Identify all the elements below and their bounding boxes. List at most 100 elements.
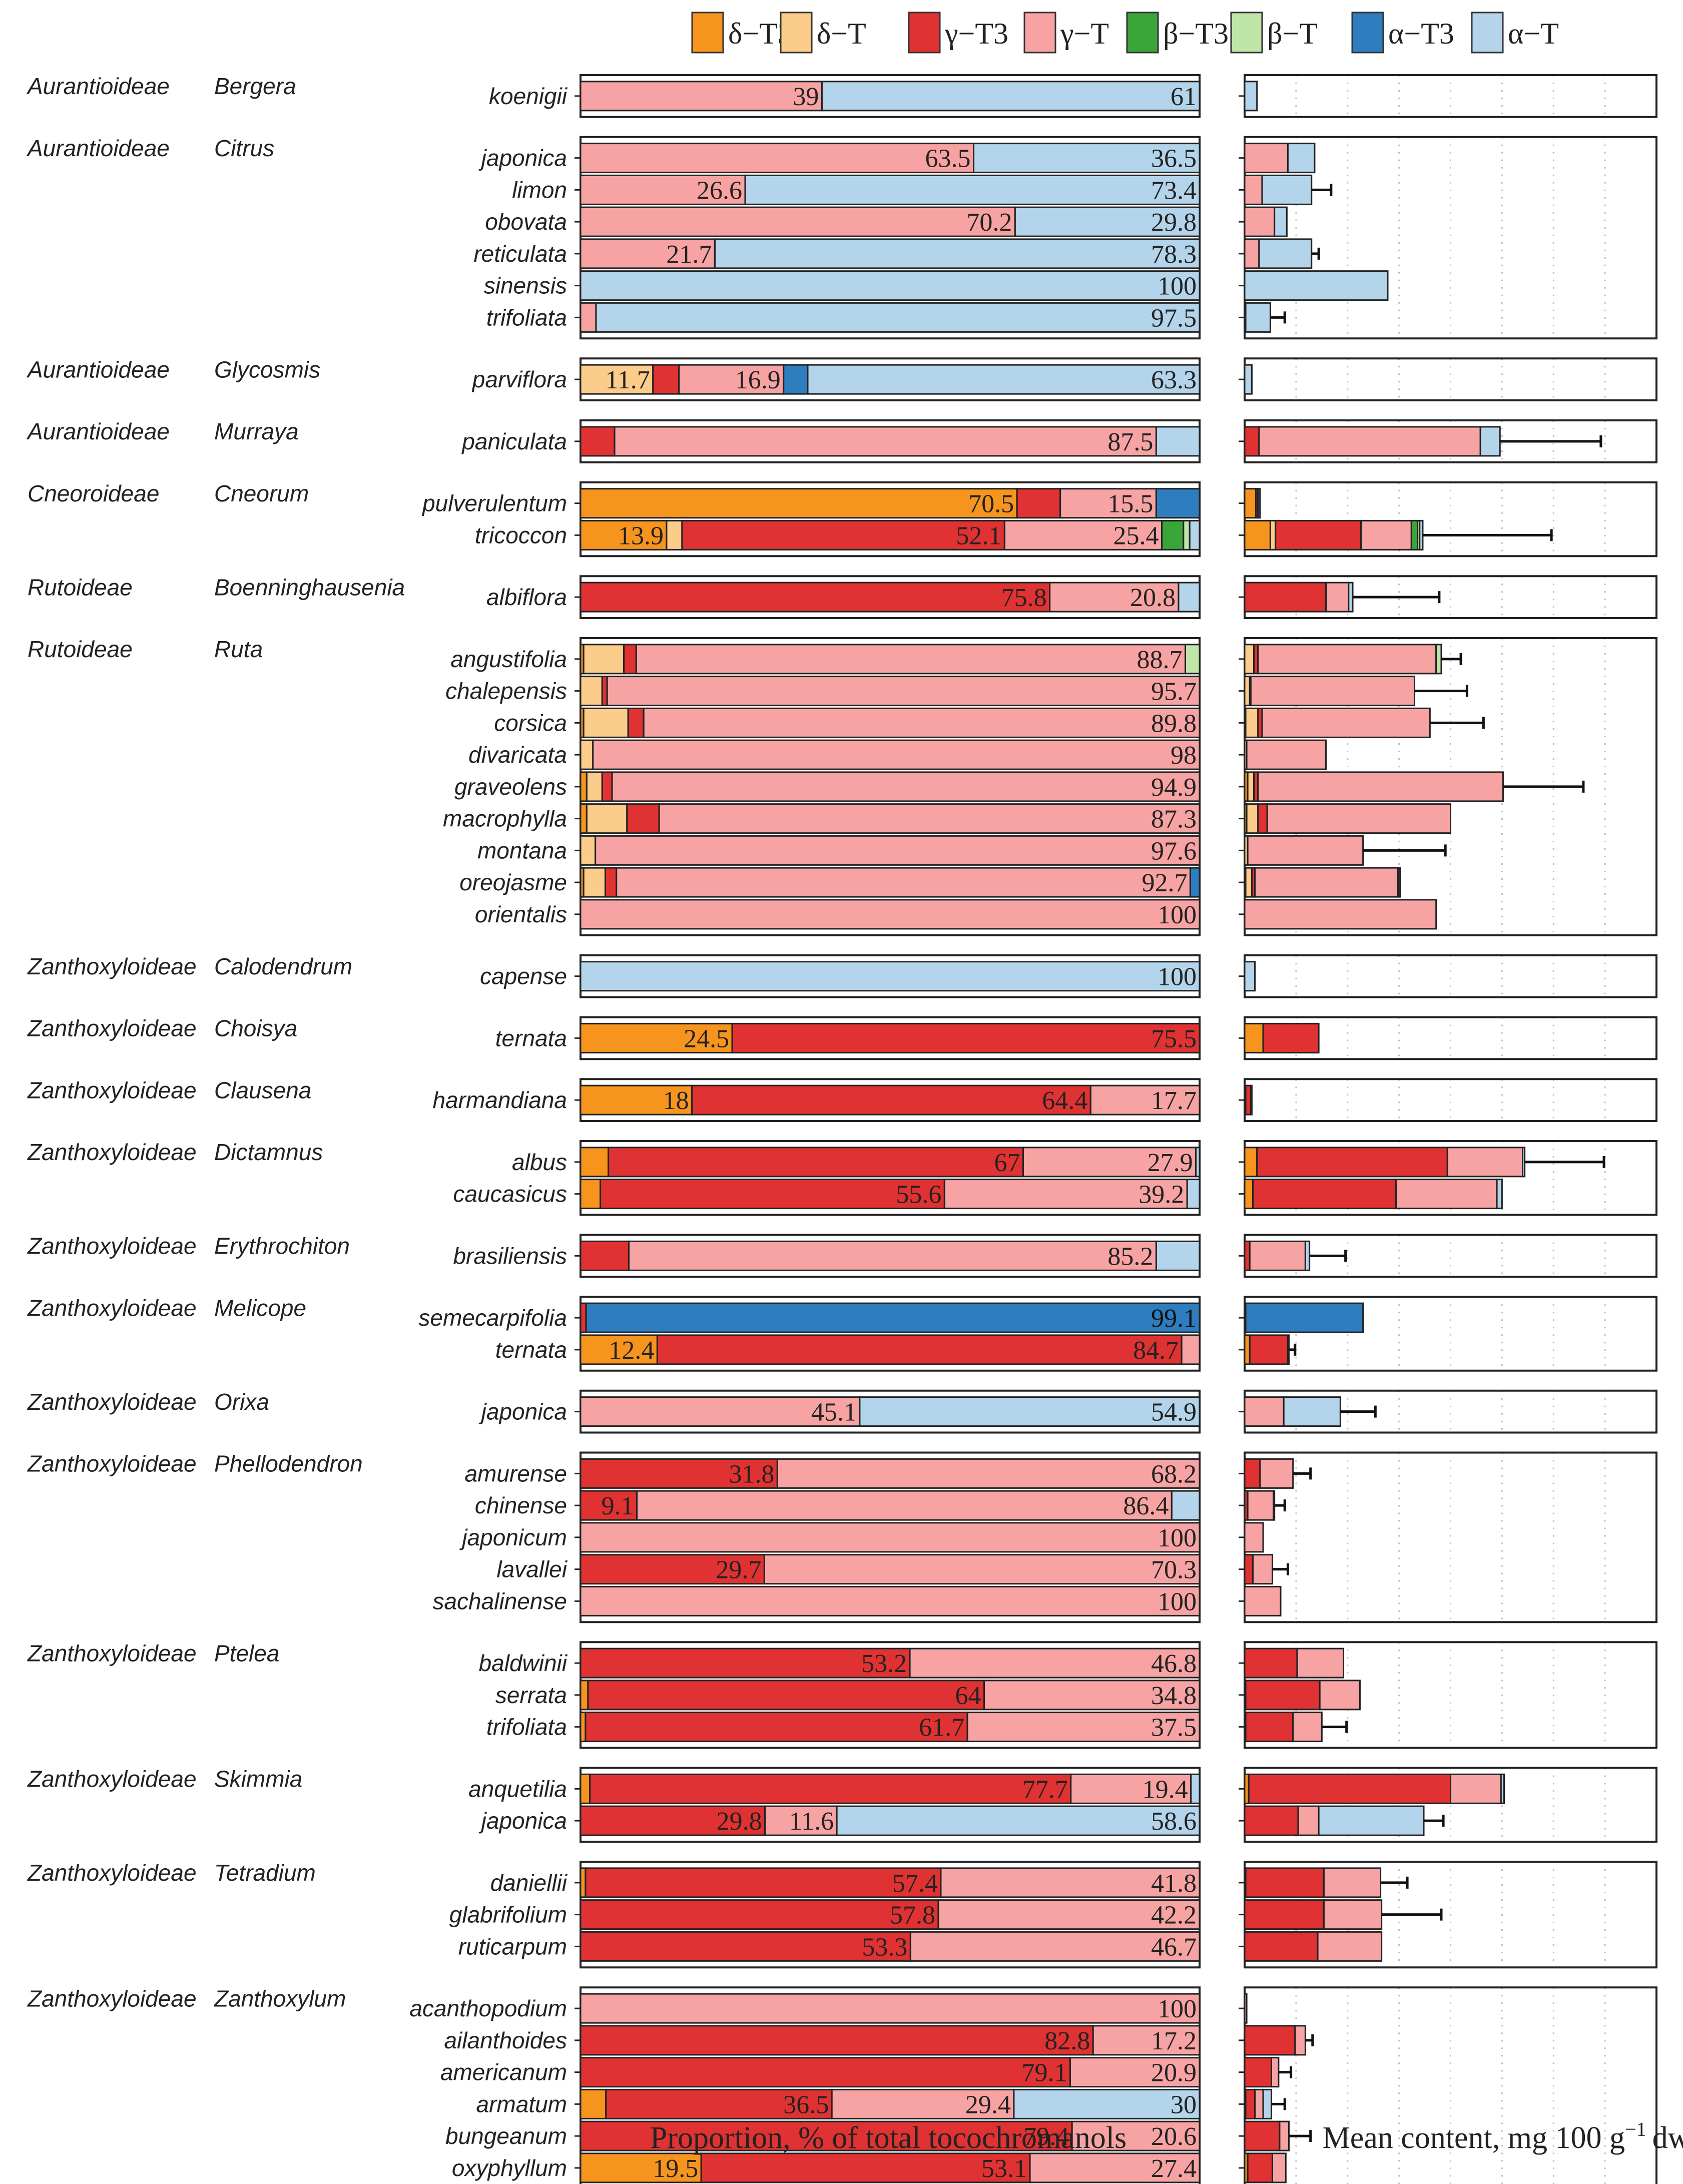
proportion-bar-bT: [1183, 519, 1191, 551]
data-label-gT: 87.3: [1151, 805, 1197, 834]
species-label: serrata: [495, 1682, 567, 1708]
proportion-bar-dT3: [580, 1334, 658, 1365]
data-label-gT: 88.7: [1137, 646, 1183, 674]
content-bar-bT3: [1410, 519, 1419, 551]
content-bar-gT: [1270, 2057, 1280, 2088]
right-facet-frame: [1244, 481, 1657, 558]
proportion-bar-aT: [714, 238, 1201, 269]
content-bar-gT3: [1257, 803, 1268, 834]
content-bar-dT: [1244, 644, 1255, 675]
genus-label: Cneorum: [214, 480, 309, 506]
data-label-gT3: 75.8: [1001, 584, 1047, 612]
proportion-bar-gT3: [1016, 488, 1061, 519]
species-label: sachalinense: [432, 1588, 567, 1614]
right-facet-frame: [1244, 1140, 1657, 1216]
species-label: acanthopodium: [409, 1995, 567, 2021]
data-label-aT: 78.3: [1151, 240, 1197, 269]
genus-label: Zanthoxylum: [214, 1985, 346, 2011]
data-label-aT: 61: [1171, 83, 1197, 111]
proportion-bar-gT: [831, 2088, 1015, 2119]
right-facet-frame: [1244, 136, 1657, 340]
proportion-bar-gT3: [600, 1179, 945, 1210]
proportion-bar-gT3: [580, 2057, 1071, 2088]
data-label-gT: 100: [1158, 1524, 1197, 1552]
data-label-dT: 11.7: [606, 366, 650, 394]
species-label: trifoliata: [486, 304, 567, 330]
proportion-bar-aT: [1014, 206, 1201, 237]
content-bar-aT: [1274, 206, 1288, 237]
content-bar-gT3: [1275, 519, 1362, 551]
content-bar-gT: [1319, 1680, 1361, 1711]
data-label-dT3: 19.5: [653, 2154, 698, 2183]
species-label: corsica: [494, 710, 567, 736]
genus-label: Murraya: [214, 418, 299, 444]
data-label-gT: 34.8: [1151, 1682, 1197, 1710]
legend-swatch-bT3: [1126, 12, 1159, 54]
proportion-bar-gT3: [608, 1147, 1024, 1178]
data-label-aT: 29.8: [1151, 208, 1197, 237]
left-facet-frame: [580, 1767, 1201, 1843]
species-label: montana: [477, 837, 567, 863]
proportion-bar-gT: [1181, 1334, 1201, 1365]
proportion-bar-dT: [666, 519, 683, 551]
proportion-bar-gT: [1089, 1084, 1201, 1116]
species-label: ternata: [495, 1025, 567, 1051]
proportion-bar-gT3: [585, 1867, 942, 1898]
content-bar-gT3: [1244, 1931, 1319, 1962]
genus-label: Boenninghausenia: [214, 574, 405, 600]
proportion-bar-gT3: [589, 1773, 1072, 1804]
genus-label: Ruta: [214, 636, 263, 662]
species-label: bungeanum: [445, 2123, 567, 2149]
proportion-bar-gT: [616, 867, 1191, 898]
left-facet-frame: [580, 1140, 1201, 1216]
subfamily-label: Zanthoxyloideae: [27, 953, 197, 979]
data-label-gT: 97.6: [1151, 837, 1197, 865]
data-label-gT: 94.9: [1151, 773, 1197, 802]
content-bar-gT: [1244, 1585, 1282, 1616]
genus-label: Citrus: [214, 135, 274, 161]
proportion-bar-aT: [1155, 1240, 1201, 1271]
data-label-dT3: 18: [663, 1086, 689, 1115]
proportion-bar-gT: [1069, 2057, 1201, 2088]
proportion-bar-gT: [580, 1522, 1201, 1553]
right-x-axis-title: Mean content, mg 100 g−1 dw: [1323, 2118, 1683, 2155]
legend-swatch-gT3: [908, 12, 941, 54]
content-bar-aT3: [1397, 867, 1401, 898]
content-bar-aT: [1244, 961, 1256, 992]
species-label: parviflora: [471, 366, 567, 392]
proportion-bar-gT: [763, 1554, 1201, 1585]
right-facet-frame: [1244, 1296, 1657, 1372]
content-bar-gT: [1250, 1084, 1253, 1116]
content-bar-gT: [1279, 2120, 1290, 2151]
proportion-bar-gT: [595, 835, 1201, 866]
species-label: ternata: [495, 1337, 567, 1363]
subfamily-label: Zanthoxyloideae: [27, 1860, 197, 1886]
content-bar-aT: [1522, 1147, 1526, 1178]
data-label-gT3: 29.8: [717, 1807, 762, 1836]
proportion-bar-gT: [1071, 2120, 1201, 2151]
genus-label: Ptelea: [214, 1640, 279, 1666]
data-label-gT: 39.2: [1139, 1181, 1184, 1209]
data-label-gT: 42.2: [1151, 1901, 1197, 1930]
data-label-gT: 29.4: [965, 2090, 1011, 2119]
data-label-aT: 54.9: [1151, 1398, 1197, 1427]
species-label: japonica: [478, 1399, 567, 1425]
genus-label: Melicope: [214, 1295, 306, 1321]
proportion-bar-dT: [580, 676, 603, 707]
content-bar-gT: [1257, 644, 1437, 675]
proportion-bar-gT3: [580, 1648, 911, 1679]
subfamily-label: Zanthoxyloideae: [27, 1015, 197, 1041]
content-bar-dT: [1244, 676, 1251, 707]
data-label-gT3: 84.7: [1133, 1336, 1179, 1365]
proportion-bar-aT3: [1189, 867, 1201, 898]
content-bar-dT: [1246, 803, 1259, 834]
content-bar-gT: [1247, 1490, 1275, 1521]
content-bar-gT: [1287, 1334, 1290, 1365]
proportion-bar-gT: [580, 1993, 1201, 2024]
genus-label: Skimmia: [214, 1766, 302, 1792]
proportion-bar-gT3: [580, 1302, 587, 1333]
proportion-bar-gT3: [627, 707, 645, 738]
content-bar-gT: [1259, 1458, 1294, 1489]
content-bar-gT: [1323, 1867, 1382, 1898]
